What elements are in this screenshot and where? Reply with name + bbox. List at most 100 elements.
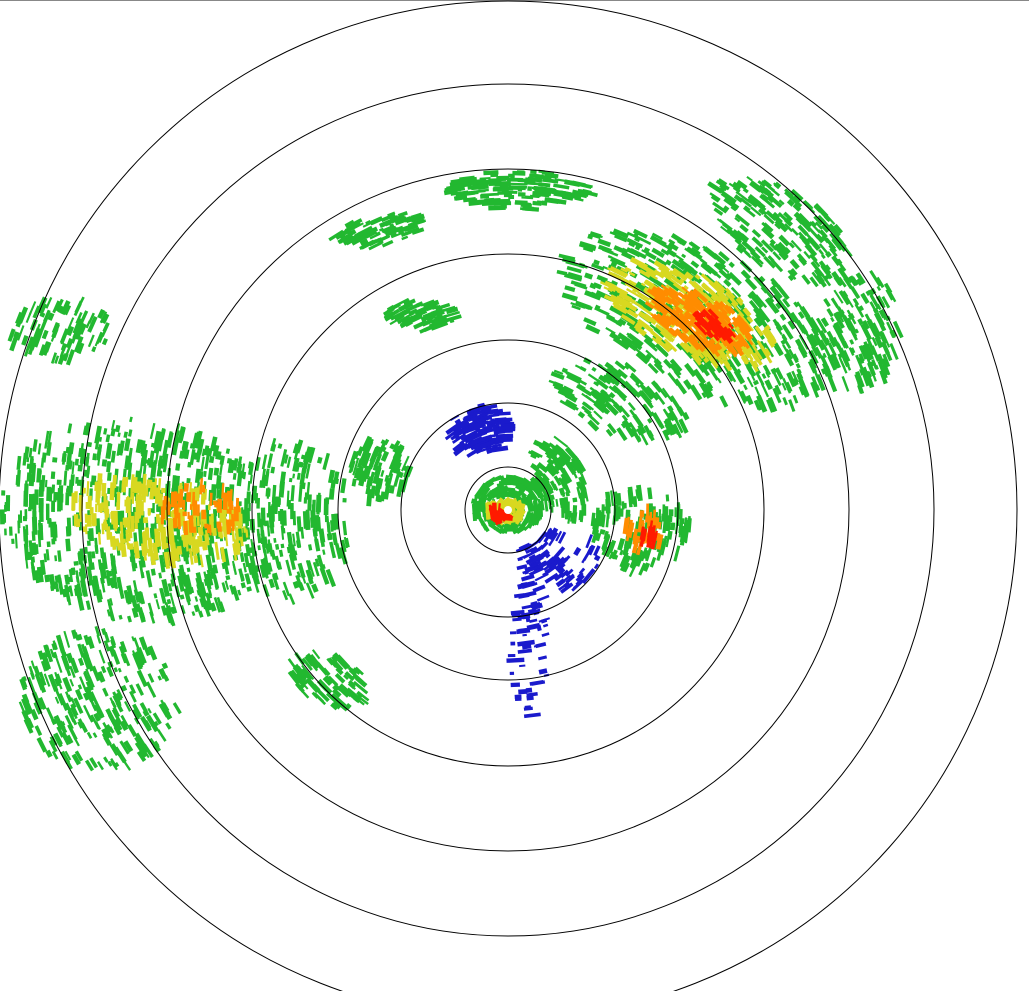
echo-cell xyxy=(51,500,56,512)
echo-cell xyxy=(722,359,731,368)
echo-cell xyxy=(344,231,354,239)
echo-cell xyxy=(671,258,686,271)
echo-cell xyxy=(263,520,270,527)
echo-cell xyxy=(310,517,315,528)
echo-cell xyxy=(694,296,704,305)
echo-cell xyxy=(226,509,231,514)
echo-cell xyxy=(718,268,732,281)
echo-cell xyxy=(719,302,725,309)
echo-cell xyxy=(573,473,578,479)
echo-cell xyxy=(620,300,630,308)
echo-cell xyxy=(118,614,123,620)
echo-cell xyxy=(507,653,516,658)
echo-cell xyxy=(65,538,71,552)
echo-cell xyxy=(692,288,709,304)
echo-cell xyxy=(744,361,757,378)
echo-cell xyxy=(536,594,550,602)
echo-cell xyxy=(774,367,784,380)
echo-cell xyxy=(648,503,653,512)
echo-cell xyxy=(668,238,676,245)
echo-cell xyxy=(486,179,497,185)
echo-cell xyxy=(503,193,512,198)
echo-cell xyxy=(561,292,578,302)
echo-cell xyxy=(684,271,694,281)
echo-cell xyxy=(326,533,333,541)
echo-cell xyxy=(706,381,714,390)
echo-cell xyxy=(781,382,787,391)
echo-cell xyxy=(589,231,602,240)
echo-cell xyxy=(462,196,476,203)
echo-cell xyxy=(638,304,656,318)
echo-cell xyxy=(606,313,616,321)
echo-cell xyxy=(688,315,696,323)
echo-cell xyxy=(780,339,786,345)
echo-cell xyxy=(213,467,220,476)
echo-cell xyxy=(88,528,95,542)
echo-cell xyxy=(808,333,819,347)
echo-cell xyxy=(674,507,677,518)
echo-cell xyxy=(156,470,163,477)
echo-cell xyxy=(712,333,720,342)
echo-cell xyxy=(791,370,799,383)
echo-cell xyxy=(671,267,683,278)
echo-cell xyxy=(45,503,50,521)
echo-cell xyxy=(541,174,552,180)
echo-cell xyxy=(91,551,96,559)
echo-cell xyxy=(102,322,110,333)
echo-cell xyxy=(717,262,730,274)
echo-cell xyxy=(752,307,767,323)
echo-cell xyxy=(518,688,528,695)
echo-cell xyxy=(598,246,614,255)
echo-cell xyxy=(126,542,131,550)
echo-cell xyxy=(582,246,594,253)
echo-cell xyxy=(381,239,394,248)
echo-cell xyxy=(14,533,18,549)
echo-cell xyxy=(182,511,187,517)
echo-cell xyxy=(707,308,719,321)
echo-cell xyxy=(555,498,559,507)
echo-cell xyxy=(212,574,220,589)
echo-cell xyxy=(593,563,600,570)
echo-cell xyxy=(694,330,701,337)
echo-cell xyxy=(657,319,670,331)
echo-cell xyxy=(65,464,70,471)
echo-cell xyxy=(634,321,643,330)
echo-cell xyxy=(690,348,703,363)
echo-cell xyxy=(731,320,740,328)
echo-cell xyxy=(741,347,748,356)
echo-cell xyxy=(706,329,715,339)
echo-cell xyxy=(349,222,364,232)
echo-cell xyxy=(823,298,831,308)
echo-cell xyxy=(849,339,855,345)
echo-cell xyxy=(723,304,734,315)
echo-cell xyxy=(769,296,775,303)
echo-cell xyxy=(275,543,280,550)
echo-cell xyxy=(508,173,515,178)
echo-cell xyxy=(802,200,813,210)
echo-cell xyxy=(31,458,34,463)
echo-cell xyxy=(647,362,659,374)
echo-cell xyxy=(774,384,782,395)
echo-cell xyxy=(703,356,710,364)
echo-cell xyxy=(673,318,685,329)
echo-cell xyxy=(682,285,689,291)
echo-cell xyxy=(509,182,528,186)
echo-cell xyxy=(772,342,784,357)
echo-cell xyxy=(89,507,94,515)
radar-site-marker xyxy=(504,506,512,514)
echo-cell xyxy=(123,538,127,544)
echo-cell xyxy=(153,593,158,599)
echo-cell xyxy=(661,313,674,325)
echo-cell xyxy=(698,381,712,399)
echo-cell xyxy=(261,454,268,470)
echo-cell xyxy=(723,278,732,288)
echo-cell xyxy=(577,411,586,419)
echo-cell xyxy=(161,487,166,494)
echo-cell xyxy=(566,265,582,274)
echo-cell xyxy=(767,396,778,413)
echo-cell xyxy=(626,288,641,298)
echo-cell xyxy=(730,286,742,298)
echo-cell xyxy=(216,521,221,529)
echo-cell xyxy=(590,291,596,297)
echo-cell xyxy=(102,687,109,697)
